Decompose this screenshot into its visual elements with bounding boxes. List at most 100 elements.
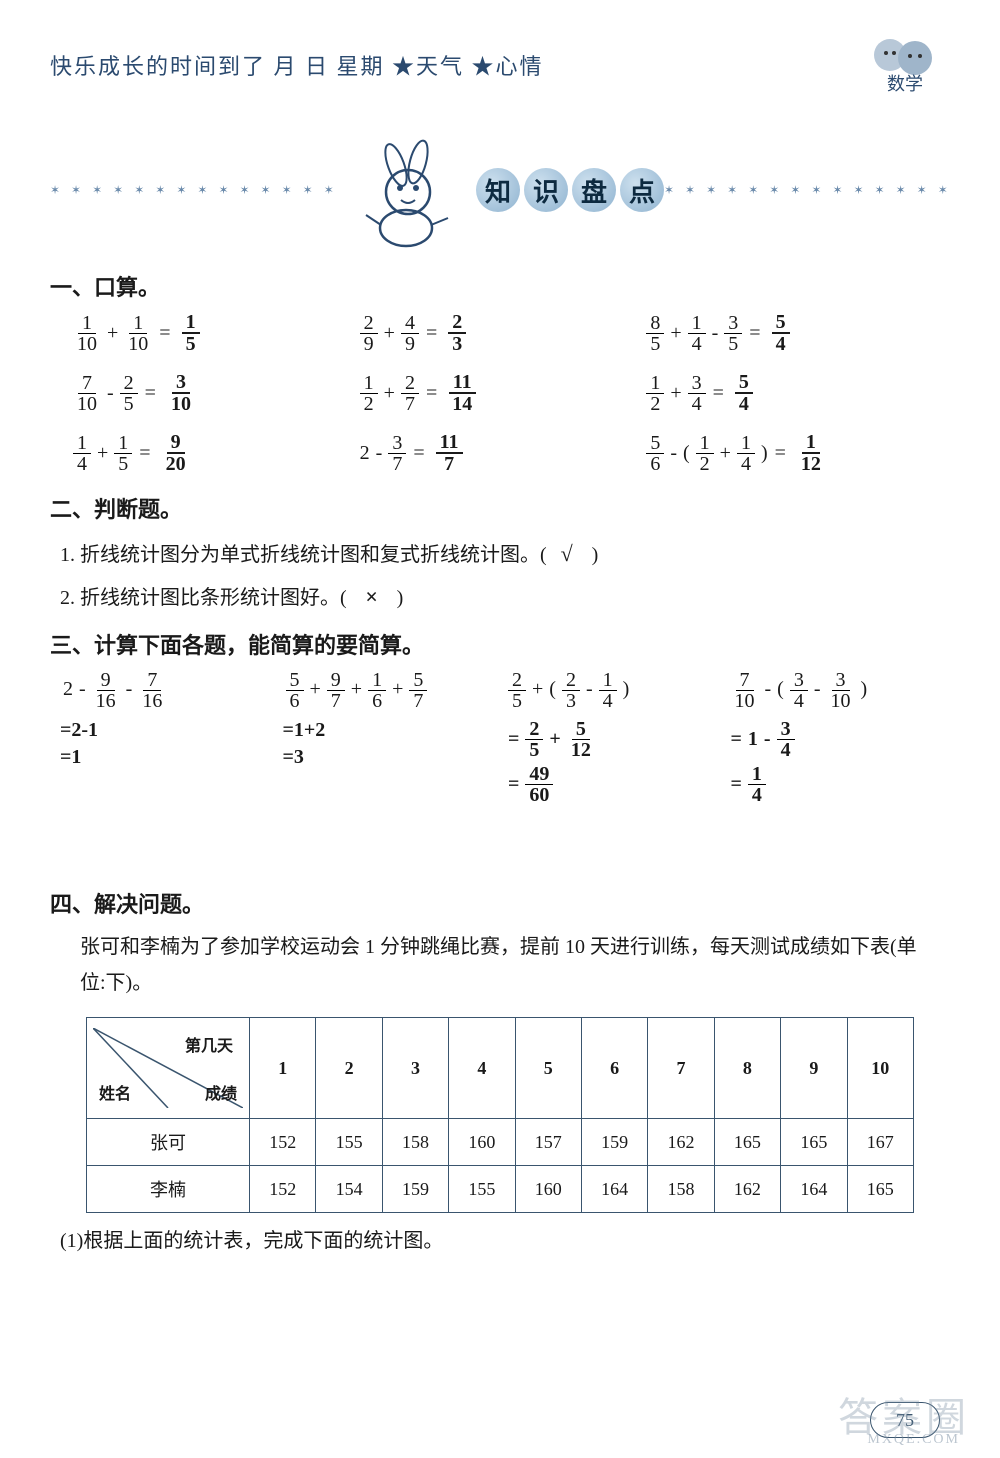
calc-column: 56+97+16+57 =1+2 =3 — [283, 670, 496, 809]
data-cell: 160 — [449, 1119, 515, 1166]
q2-heading: 二、判断题。 — [50, 492, 950, 524]
day-header: 9 — [781, 1018, 847, 1119]
equation: 2-37 = 117 — [357, 432, 644, 474]
svg-text:数学: 数学 — [887, 74, 923, 94]
data-cell: 159 — [581, 1119, 647, 1166]
data-cell: 159 — [382, 1166, 448, 1213]
page-header: 快乐成长的时间到了 月 日 星期 ★天气 ★心情 数学 — [50, 30, 950, 100]
day-header: 3 — [382, 1018, 448, 1119]
calc-expression: 25+(23-14) — [505, 670, 718, 711]
data-cell: 164 — [581, 1166, 647, 1213]
calc-step: =2-1 — [60, 719, 273, 742]
q1-grid: 110+110 = 1529+49 = 2385+14-35 = 54 710-2… — [50, 312, 950, 474]
header-mascot-icon: 数学 — [860, 30, 950, 100]
answer: 310 — [164, 372, 198, 414]
answer: 112 — [794, 432, 828, 474]
data-cell: 152 — [250, 1119, 316, 1166]
corner-mid: 成绩 — [205, 1080, 237, 1104]
calc-expression: 710-(34-310) — [728, 670, 941, 711]
calc-expression: 2-916-716 — [60, 670, 273, 711]
calc-step: =4960 — [505, 764, 718, 805]
data-cell: 152 — [250, 1166, 316, 1213]
row-name: 李楠 — [87, 1166, 250, 1213]
table-row: 张可152155158160157159162165165167 — [87, 1119, 914, 1166]
judge-mark: √ — [547, 541, 587, 567]
answer: 54 — [732, 372, 756, 414]
day-header: 1 — [250, 1018, 316, 1119]
equation: 56-(12+14) = 112 — [643, 432, 930, 474]
calc-step: =14 — [728, 764, 941, 805]
q4-intro: 张可和李楠为了参加学校运动会 1 分钟跳绳比赛，提前 10 天进行训练，每天测试… — [80, 929, 930, 1001]
equation: 85+14-35 = 54 — [643, 312, 930, 354]
corner-top: 第几天 — [185, 1032, 233, 1056]
answer: 1114 — [445, 372, 479, 414]
data-cell: 157 — [515, 1119, 581, 1166]
judge-text: 2. 折线统计图比条形统计图好。( — [60, 587, 352, 609]
q2-body: 1. 折线统计图分为单式折线统计图和复式折线统计图。(√ ) 2. 折线统计图比条… — [50, 538, 950, 610]
answer: 15 — [179, 312, 203, 354]
data-cell: 155 — [316, 1119, 382, 1166]
day-header: 5 — [515, 1018, 581, 1119]
data-cell: 165 — [781, 1119, 847, 1166]
judge-item: 1. 折线统计图分为单式折线统计图和复式折线统计图。(√ ) — [60, 538, 950, 567]
data-cell: 155 — [449, 1166, 515, 1213]
q4-table: 第几天 姓名 成绩 12345678910张可15215515816015715… — [86, 1017, 914, 1213]
data-cell: 160 — [515, 1166, 581, 1213]
answer: 117 — [433, 432, 466, 474]
data-cell: 165 — [847, 1166, 913, 1213]
day-header: 2 — [316, 1018, 382, 1119]
calc-step: =25+512 — [505, 719, 718, 760]
bubble-char-1: 知 — [476, 168, 520, 212]
q4-sub1: (1)根据上面的统计表，完成下面的统计图。 — [60, 1223, 930, 1259]
equation: 29+49 = 23 — [357, 312, 644, 354]
answer: 54 — [769, 312, 793, 354]
answer: 920 — [159, 432, 193, 474]
day-header: 4 — [449, 1018, 515, 1119]
calc-step: =1+2 — [283, 719, 496, 742]
section-banner: ✶ ✶ ✶ ✶ ✶ ✶ ✶ ✶ ✶ ✶ ✶ ✶ ✶ ✶ ✶ ✶ ✶ 知 识 盘 … — [50, 130, 950, 250]
judge-mark: × — [352, 584, 392, 610]
calc-column: 2-916-716 =2-1 =1 — [60, 670, 273, 809]
decor-dots-right: ✶ ✶ ✶ ✶ ✶ ✶ ✶ ✶ ✶ ✶ ✶ ✶ ✶ ✶ ✶ ✶ ✶ — [664, 183, 950, 198]
calc-column: 710-(34-310) =1-34=14 — [728, 670, 941, 809]
header-date-line: 快乐成长的时间到了 月 日 星期 ★天气 ★心情 — [50, 49, 544, 81]
bubble-char-3: 盘 — [572, 168, 616, 212]
data-cell: 167 — [847, 1119, 913, 1166]
data-cell: 154 — [316, 1166, 382, 1213]
bubble-char-4: 点 — [620, 168, 664, 212]
data-cell: 165 — [714, 1119, 780, 1166]
data-cell: 158 — [382, 1119, 448, 1166]
calc-step: =1 — [60, 746, 273, 769]
calc-step: =1-34 — [728, 719, 941, 760]
row-name: 张可 — [87, 1119, 250, 1166]
equation: 12+27 = 1114 — [357, 372, 644, 414]
q1-heading: 一、口算。 — [50, 270, 950, 302]
judge-text: 1. 折线统计图分为单式折线统计图和复式折线统计图。( — [60, 544, 547, 566]
q4-heading: 四、解决问题。 — [50, 887, 950, 919]
day-header: 8 — [714, 1018, 780, 1119]
table-row: 李楠152154159155160164158162164165 — [87, 1166, 914, 1213]
corner-left: 姓名 — [99, 1080, 131, 1104]
equation: 710-25 = 310 — [70, 372, 357, 414]
data-cell: 158 — [648, 1166, 714, 1213]
bubble-char-2: 识 — [524, 168, 568, 212]
decor-dots-left: ✶ ✶ ✶ ✶ ✶ ✶ ✶ ✶ ✶ ✶ ✶ ✶ ✶ ✶ ✶ ✶ ✶ — [50, 183, 336, 198]
day-header: 7 — [648, 1018, 714, 1119]
data-cell: 162 — [714, 1166, 780, 1213]
day-header: 6 — [581, 1018, 647, 1119]
calc-step: =3 — [283, 746, 496, 769]
equation: 14+15 = 920 — [70, 432, 357, 474]
equation: 110+110 = 15 — [70, 312, 357, 354]
calc-column: 25+(23-14) =25+512=4960 — [505, 670, 718, 809]
data-cell: 164 — [781, 1166, 847, 1213]
q3-grid: 2-916-716 =2-1 =1 56+97+16+57 =1+2 =3 25+(23-1… — [50, 670, 950, 809]
table-corner-cell: 第几天 姓名 成绩 — [87, 1018, 250, 1119]
section-title: 知 识 盘 点 — [476, 168, 664, 212]
equation: 12+34 = 54 — [643, 372, 930, 414]
judge-item: 2. 折线统计图比条形统计图好。( × ) — [60, 581, 950, 610]
day-header: 10 — [847, 1018, 913, 1119]
bunny-icon — [346, 130, 466, 250]
calc-expression: 56+97+16+57 — [283, 670, 496, 711]
answer: 23 — [445, 312, 469, 354]
watermark-small: MXQE.COM — [867, 1432, 960, 1448]
